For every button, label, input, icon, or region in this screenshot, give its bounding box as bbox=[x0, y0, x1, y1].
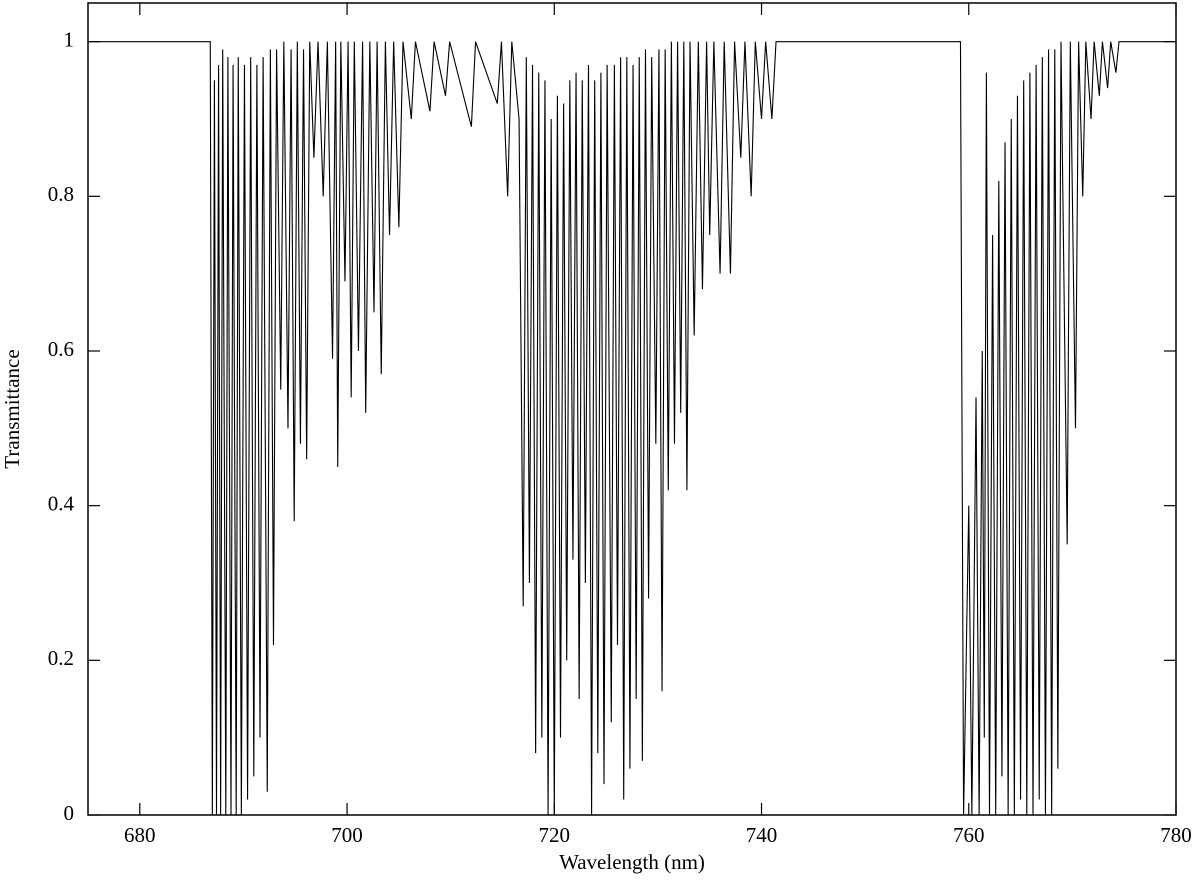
plot-frame bbox=[87, 2, 1177, 816]
y-axis-label: Transmittance bbox=[0, 349, 24, 468]
y-tick-label: 0.2 bbox=[48, 646, 74, 670]
spectrum-line bbox=[88, 41, 1176, 816]
y-tick-label: 1 bbox=[64, 27, 75, 51]
x-tick-label: 780 bbox=[1160, 823, 1192, 847]
x-tick-label: 740 bbox=[746, 823, 778, 847]
y-tick-label: 0 bbox=[64, 801, 75, 825]
y-tick-label: 0.8 bbox=[48, 182, 74, 206]
x-tick-label: 700 bbox=[331, 823, 363, 847]
y-tick-label: 0.6 bbox=[48, 337, 74, 361]
y-tick-label: 0.4 bbox=[48, 491, 75, 515]
x-tick-label: 680 bbox=[124, 823, 156, 847]
x-tick-label: 760 bbox=[953, 823, 985, 847]
x-axis-label: Wavelength (nm) bbox=[559, 850, 705, 874]
x-tick-label: 720 bbox=[539, 823, 571, 847]
